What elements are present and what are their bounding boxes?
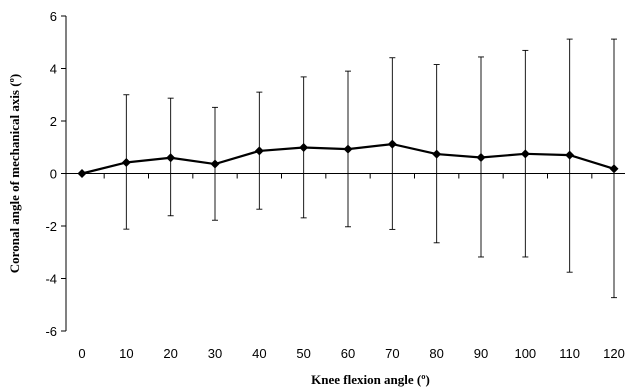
- data-point: [609, 164, 619, 174]
- y-tick-label: 0: [50, 167, 57, 182]
- x-axis-title: Knee flexion angle (º): [311, 372, 430, 387]
- x-tick-label: 0: [78, 346, 85, 361]
- data-point: [476, 152, 486, 162]
- data-point: [432, 149, 442, 159]
- data-markers: [77, 139, 619, 178]
- x-tick-label: 70: [385, 346, 399, 361]
- y-ticks: 6 4 2 0 -2 -4 -6: [45, 9, 66, 339]
- data-point: [565, 150, 575, 160]
- x-tick-label: 30: [208, 346, 222, 361]
- data-point: [387, 139, 397, 149]
- data-point: [210, 159, 220, 169]
- x-tick-label: 50: [296, 346, 310, 361]
- y-tick-label: -4: [45, 272, 57, 287]
- x-tick-label: 40: [252, 346, 266, 361]
- x-tick-label: 100: [514, 346, 536, 361]
- y-tick-label: 4: [50, 62, 57, 77]
- y-tick-label: -2: [45, 219, 57, 234]
- data-point: [166, 153, 176, 163]
- x-tick-label: 80: [429, 346, 443, 361]
- y-tick-label: 2: [50, 114, 57, 129]
- y-tick-label: -6: [45, 324, 57, 339]
- x-tick-label: 10: [119, 346, 133, 361]
- x-ticks: 0 10 20 30 40 50 60 70 80 90 100 110 120: [78, 173, 625, 361]
- y-tick-label: 6: [50, 9, 57, 24]
- data-point: [121, 157, 131, 167]
- x-tick-label: 110: [559, 346, 580, 361]
- data-point: [299, 143, 309, 153]
- data-point: [520, 149, 530, 159]
- y-axis-title: Coronal angle of mechanical axis (º): [7, 74, 22, 273]
- x-tick-label: 20: [163, 346, 177, 361]
- error-bars: [123, 38, 617, 299]
- x-tick-label: 60: [341, 346, 355, 361]
- data-point: [254, 146, 264, 156]
- data-point: [343, 144, 353, 154]
- x-tick-label: 90: [474, 346, 488, 361]
- x-tick-label: 120: [603, 346, 625, 361]
- data-point: [77, 169, 87, 178]
